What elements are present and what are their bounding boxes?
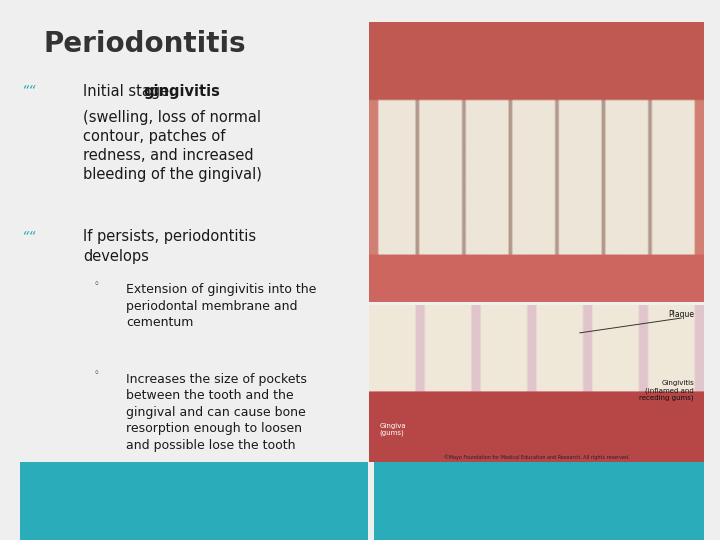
Text: (swelling, loss of normal
contour, patches of
redness, and increased
bleeding of: (swelling, loss of normal contour, patch… [83,110,261,182]
Text: ““: ““ [22,84,36,98]
Text: ©Mayo Foundation for Medical Education and Research. All rights reserved.: ©Mayo Foundation for Medical Education a… [444,455,629,460]
Text: Increases the size of pockets
between the tooth and the
gingival and can cause b: Increases the size of pockets between th… [126,373,307,451]
Text: Gingiva
(gums): Gingiva (gums) [379,422,406,436]
Text: Initial stage:: Initial stage: [83,84,183,99]
Bar [20,462,368,540]
Text: Periodontitis: Periodontitis [43,30,246,58]
Text: ““: ““ [22,230,36,244]
Text: gingivitis: gingivitis [144,84,221,99]
Text: If persists, periodontitis
develops: If persists, periodontitis develops [83,230,256,264]
Text: ◦: ◦ [94,368,99,379]
Text: ◦: ◦ [94,279,99,289]
Bar [374,462,704,540]
Text: Extension of gingivitis into the
periodontal membrane and
cementum: Extension of gingivitis into the periodo… [126,284,316,329]
Text: Gingivitis
(inflamed and
receding gums): Gingivitis (inflamed and receding gums) [639,380,694,401]
Text: Plaque: Plaque [668,310,694,319]
